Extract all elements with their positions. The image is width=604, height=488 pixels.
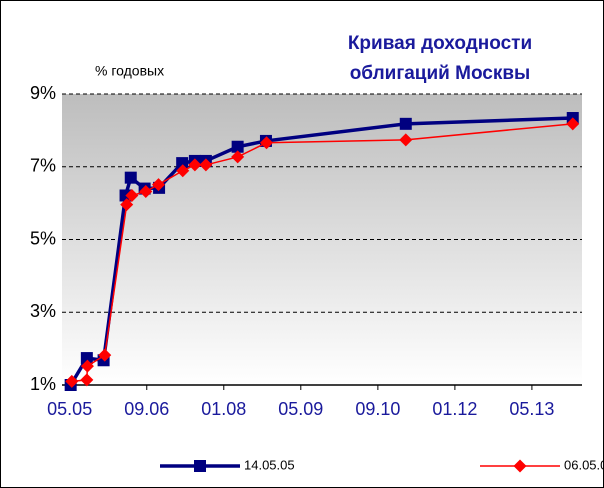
chart-title: Кривая доходности bbox=[348, 33, 532, 54]
x-tick-label: 01.12 bbox=[432, 399, 477, 419]
x-tick-label: 05.13 bbox=[509, 399, 554, 419]
marker bbox=[80, 373, 94, 387]
marker bbox=[176, 164, 190, 178]
marker bbox=[98, 348, 112, 362]
x-tick-label: 05.05 bbox=[47, 399, 92, 419]
marker bbox=[231, 150, 245, 164]
chart-title: облигаций Москвы bbox=[350, 63, 531, 84]
x-tick-label: 05.09 bbox=[278, 399, 323, 419]
legend-label: 06.05.05 bbox=[564, 457, 604, 472]
marker bbox=[120, 198, 134, 212]
marker bbox=[566, 117, 580, 131]
x-tick-label: 09.10 bbox=[355, 399, 400, 419]
x-tick-label: 01.08 bbox=[201, 399, 246, 419]
marker bbox=[199, 158, 213, 172]
marker bbox=[151, 178, 165, 192]
marker bbox=[80, 352, 93, 365]
x-tick-label: 09.06 bbox=[124, 399, 169, 419]
marker bbox=[260, 136, 274, 150]
y-axis-label: % годовых bbox=[95, 63, 164, 79]
y-tick-label: 5% bbox=[30, 228, 56, 248]
marker bbox=[125, 188, 139, 202]
marker bbox=[188, 158, 202, 172]
y-tick-label: 1% bbox=[30, 374, 56, 394]
marker bbox=[399, 133, 413, 147]
y-tick-label: 3% bbox=[30, 301, 56, 321]
marker bbox=[65, 374, 79, 388]
y-tick-label: 7% bbox=[30, 156, 56, 176]
y-tick-label: 9% bbox=[30, 83, 56, 103]
marker bbox=[176, 157, 189, 170]
legend-label: 14.05.05 bbox=[244, 457, 295, 472]
marker bbox=[513, 459, 527, 473]
marker bbox=[80, 359, 94, 373]
marker bbox=[139, 184, 153, 198]
marker bbox=[194, 460, 206, 472]
marker bbox=[124, 171, 137, 184]
marker bbox=[399, 117, 412, 130]
marker bbox=[231, 140, 244, 153]
